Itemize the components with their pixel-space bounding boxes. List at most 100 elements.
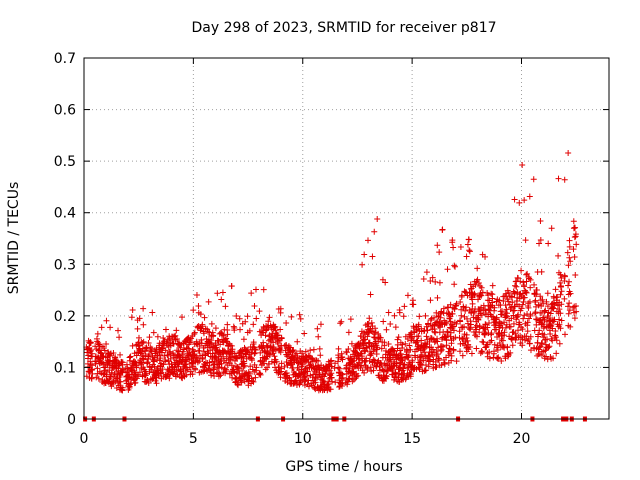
data-point (310, 346, 317, 353)
data-point (245, 347, 252, 354)
data-point (158, 369, 165, 376)
chart-title: Day 298 of 2023, SRMTID for receiver p81… (191, 20, 496, 36)
y-tick-label: 0.1 (54, 360, 76, 376)
data-point (107, 324, 114, 331)
data-point (443, 320, 450, 327)
data-point (302, 348, 309, 355)
y-tick-label: 0.6 (54, 103, 76, 119)
data-point (496, 297, 503, 304)
data-point (367, 291, 374, 298)
data-point (396, 309, 403, 316)
data-point (475, 280, 482, 287)
data-point (555, 175, 562, 182)
data-point (112, 356, 119, 363)
data-point (274, 332, 281, 339)
data-point (350, 376, 357, 383)
data-point (205, 298, 212, 305)
data-point (416, 313, 423, 320)
data-point (250, 321, 257, 328)
data-point (199, 321, 206, 328)
data-point (558, 282, 565, 289)
data-point (191, 330, 198, 337)
data-point (431, 314, 438, 321)
data-point (554, 302, 561, 309)
data-point (451, 281, 458, 288)
data-point (489, 282, 496, 289)
data-point (499, 308, 506, 315)
data-point (378, 345, 385, 352)
data-point (297, 371, 304, 378)
data-point (159, 345, 166, 352)
data-point (556, 321, 563, 328)
data-point (438, 343, 445, 350)
data-points-layer (83, 149, 580, 394)
data-point (264, 364, 271, 371)
data-point (548, 225, 555, 232)
data-point (186, 364, 193, 371)
data-point (543, 298, 550, 305)
data-point (256, 308, 263, 315)
data-point (204, 368, 211, 375)
data-point (463, 331, 470, 338)
data-point (364, 333, 371, 340)
data-point (554, 294, 561, 300)
data-point (265, 318, 272, 325)
data-point (565, 303, 572, 310)
data-point (135, 334, 142, 341)
data-point (462, 307, 469, 314)
data-point (536, 240, 543, 247)
data-point (510, 320, 517, 327)
data-point (401, 303, 408, 310)
data-point (526, 298, 533, 305)
data-point (536, 344, 543, 351)
data-point (329, 378, 336, 385)
data-point (440, 305, 447, 312)
data-point (200, 348, 207, 355)
data-point (450, 347, 457, 354)
data-point (572, 224, 579, 231)
data-point (365, 320, 372, 327)
x-tick-label: 15 (403, 431, 421, 447)
data-point (100, 344, 107, 351)
data-point (476, 324, 483, 331)
data-point (301, 330, 308, 337)
data-point (508, 304, 515, 311)
data-point (200, 330, 207, 337)
data-point (404, 347, 411, 354)
data-point (566, 278, 573, 285)
data-point (149, 375, 156, 382)
data-point (278, 335, 285, 342)
x-axis-label: GPS time / hours (285, 459, 402, 475)
data-point (222, 303, 229, 310)
data-point (240, 363, 247, 370)
data-point (495, 354, 502, 361)
data-point (505, 298, 512, 305)
data-point (305, 383, 312, 390)
data-point (466, 343, 473, 350)
data-point (546, 343, 553, 350)
data-point (338, 370, 345, 377)
data-point (304, 368, 311, 375)
data-point (196, 358, 203, 365)
data-point (482, 253, 489, 260)
data-point (458, 292, 465, 299)
data-point (521, 197, 528, 204)
data-point (248, 290, 255, 297)
data-point (523, 289, 530, 296)
data-point (543, 318, 550, 325)
data-point (161, 352, 168, 359)
data-point (87, 339, 94, 346)
data-point (372, 325, 379, 332)
data-point (297, 377, 304, 384)
data-point (160, 361, 167, 368)
data-point (273, 358, 280, 365)
data-point (199, 355, 206, 362)
data-point (343, 364, 350, 371)
data-point (519, 326, 526, 333)
data-point (565, 310, 572, 317)
data-point (518, 267, 525, 274)
data-point (257, 370, 264, 377)
data-point (544, 290, 551, 297)
data-point (511, 289, 518, 296)
data-point (434, 242, 441, 249)
